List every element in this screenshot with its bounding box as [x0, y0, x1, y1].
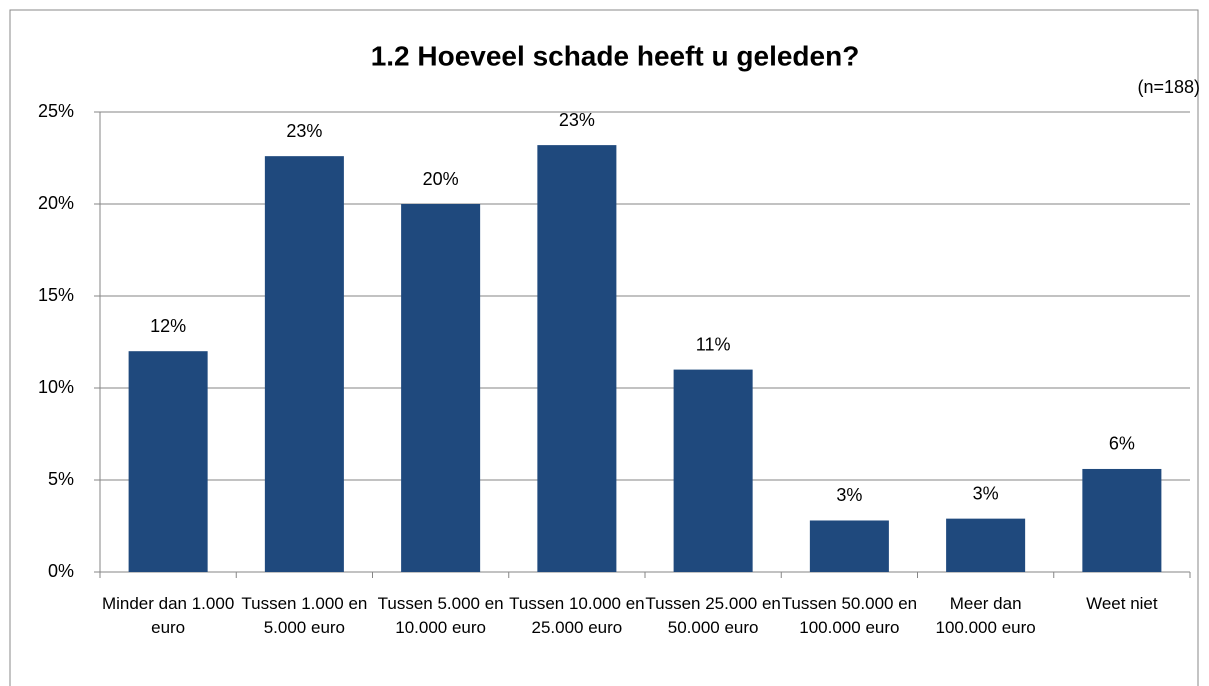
data-label: 23% — [559, 110, 595, 130]
data-label: 23% — [286, 121, 322, 141]
x-tick-label: Weet niet — [1086, 594, 1158, 613]
y-tick-label: 0% — [48, 561, 74, 581]
y-tick-label: 25% — [38, 101, 74, 121]
x-tick-label: Tussen 1.000 en 5.000 euro — [241, 594, 368, 637]
data-label: 20% — [423, 169, 459, 189]
data-label: 3% — [973, 483, 999, 503]
annotation: (n=188) — [1137, 77, 1200, 97]
bar — [809, 520, 889, 572]
y-tick-label: 20% — [38, 193, 74, 213]
bar — [264, 156, 344, 572]
data-label: 6% — [1109, 434, 1135, 454]
bar — [401, 204, 481, 572]
x-tick-label: Tussen 5.000 en 10.000 euro — [377, 594, 504, 637]
x-tick-label: Meer dan 100.000 euro — [935, 594, 1036, 637]
bar — [946, 518, 1026, 572]
data-label: 3% — [836, 485, 862, 505]
bar — [128, 351, 208, 572]
x-tick-label: Tussen 50.000 en 100.000 euro — [781, 594, 918, 637]
chart-title: 1.2 Hoeveel schade heeft u geleden? — [371, 40, 860, 71]
y-tick-label: 5% — [48, 469, 74, 489]
bar — [537, 145, 617, 572]
x-tick-label: Tussen 25.000 en 50.000 euro — [645, 594, 781, 637]
chart-border — [9, 9, 1199, 686]
bar — [673, 369, 753, 572]
y-tick-label: 10% — [38, 377, 74, 397]
bar — [1082, 468, 1162, 572]
data-label: 11% — [696, 334, 731, 354]
y-tick-label: 15% — [38, 285, 74, 305]
data-label: 12% — [150, 316, 186, 336]
x-tick-label: Tussen 10.000 en 25.000 euro — [509, 594, 645, 637]
x-tick-label: Minder dan 1.000 euro — [101, 594, 235, 637]
